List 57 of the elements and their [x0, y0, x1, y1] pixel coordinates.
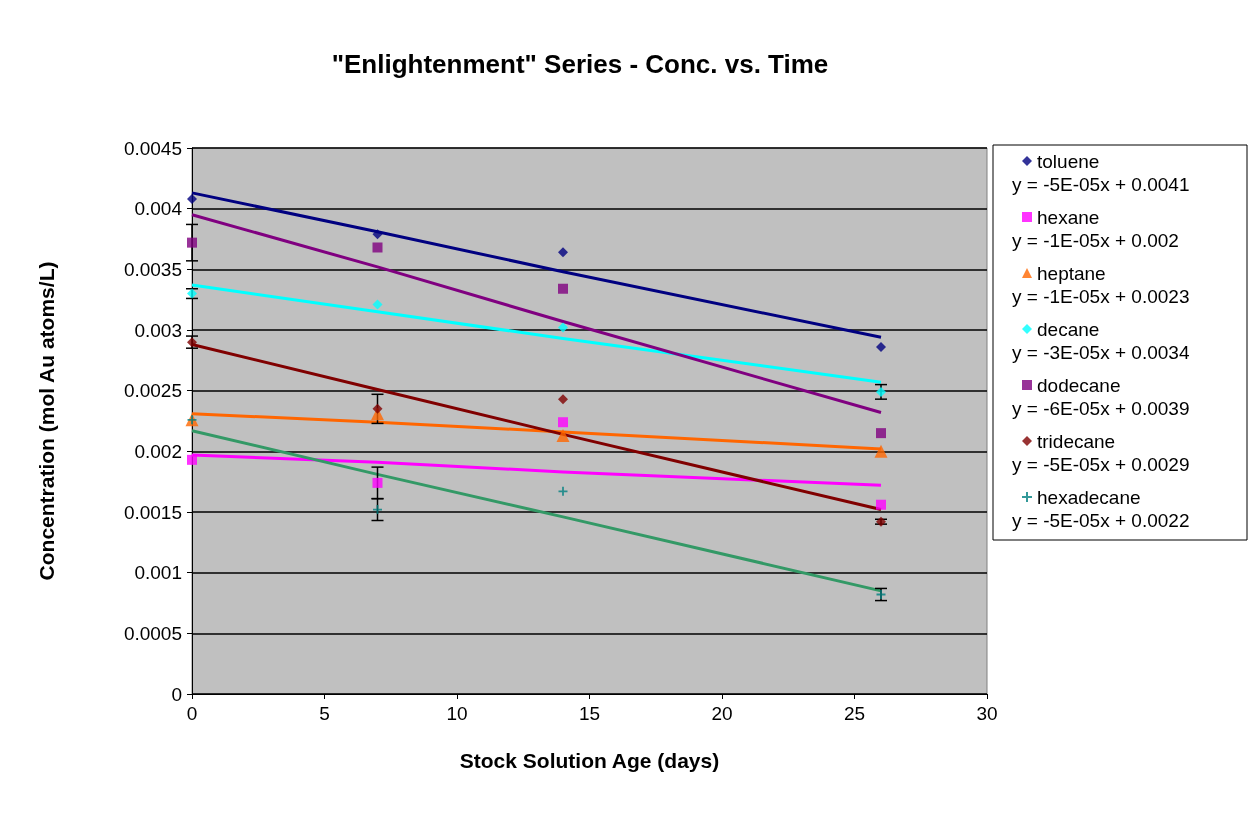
point	[876, 428, 886, 439]
legend-label: dodecane	[1037, 374, 1121, 396]
text: y = -3E-05x + 0.0034	[1012, 342, 1190, 363]
x-tick-label: 15	[578, 703, 601, 724]
point	[187, 454, 197, 465]
point	[372, 477, 383, 488]
text: y = -6E-05x + 0.0039	[1012, 398, 1190, 419]
legend-label: tridecane	[1037, 430, 1116, 452]
legend-label: heptane	[1037, 262, 1106, 284]
y-tick-label: 0.0005	[123, 622, 182, 644]
text: y = -1E-05x + 0.002	[1012, 230, 1179, 251]
point	[556, 429, 570, 443]
point	[558, 394, 568, 405]
y-axis-title: Concentration (mol Au atoms/L)	[35, 261, 58, 581]
point	[187, 337, 197, 348]
y-tick-label: 0.0015	[123, 501, 182, 523]
point	[874, 444, 888, 458]
legend-label: toluene	[1037, 150, 1100, 172]
chart-title: "Enlightenment" Series - Conc. vs. Time	[331, 49, 829, 79]
point	[372, 242, 383, 253]
x-tick-label: 30	[976, 703, 998, 724]
point	[372, 403, 383, 414]
x-tick-label: 5	[319, 703, 330, 724]
line-series	[190, 283, 883, 384]
point	[558, 417, 568, 428]
point	[876, 341, 886, 352]
point	[876, 499, 886, 510]
y-tick-label: 0.003	[134, 319, 182, 341]
x-axis-title: Stock Solution Age (days)	[459, 749, 720, 772]
text: y = -5E-05x + 0.0022	[1012, 510, 1190, 531]
text: y = -1E-05x + 0.0023	[1012, 286, 1190, 307]
y-tick-label: 0.0025	[123, 380, 182, 402]
y-tick-label: 0.001	[134, 562, 182, 584]
line-series	[190, 213, 883, 415]
x-tick-label: 0	[186, 703, 198, 724]
text: y = -5E-05x + 0.0041	[1012, 174, 1190, 195]
x-tick-label: 25	[843, 703, 866, 724]
x-tick-label: 20	[711, 703, 733, 724]
point	[558, 283, 568, 294]
point	[558, 247, 568, 258]
y-tick-label: 0.0035	[123, 258, 182, 280]
legend-label: decane	[1037, 318, 1100, 340]
point	[372, 299, 383, 310]
point	[558, 486, 568, 496]
text: y = -5E-05x + 0.0029	[1012, 454, 1190, 475]
point	[187, 237, 197, 248]
point	[372, 229, 383, 240]
point	[187, 193, 197, 204]
legend-label: hexane	[1037, 206, 1100, 228]
point	[558, 322, 568, 333]
point	[187, 288, 197, 299]
legend-label: hexadecane	[1037, 486, 1141, 508]
y-tick-label: 0.0045	[123, 137, 182, 159]
y-tick-label: 0.004	[134, 198, 183, 220]
y-tick-label: 0	[171, 683, 182, 705]
y-tick-label: 0.002	[134, 440, 182, 462]
x-tick-label: 10	[446, 703, 468, 724]
